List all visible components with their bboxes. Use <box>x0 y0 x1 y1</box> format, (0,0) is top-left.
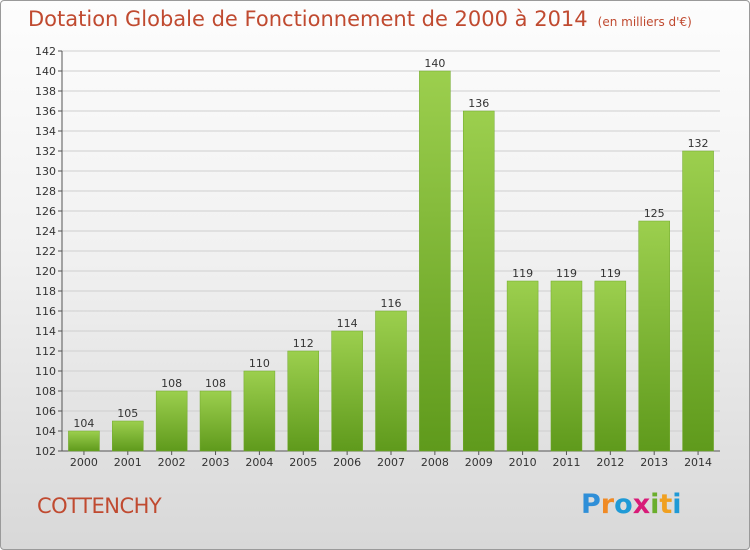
data-label: 108 <box>205 377 226 390</box>
x-tick-label: 2009 <box>465 456 493 469</box>
y-tick-label: 120 <box>35 265 56 278</box>
x-tick-label: 2013 <box>640 456 668 469</box>
bar <box>506 280 539 452</box>
y-tick-label: 132 <box>35 145 56 158</box>
data-label: 119 <box>556 267 577 280</box>
commune-name: COTTENCHY <box>37 494 162 518</box>
x-tick-label: 2003 <box>202 456 230 469</box>
bar <box>243 370 276 452</box>
data-label: 114 <box>337 317 358 330</box>
x-tick-label: 2000 <box>70 456 98 469</box>
data-label: 125 <box>644 207 665 220</box>
y-tick-label: 134 <box>35 125 56 138</box>
bar <box>112 420 144 452</box>
chart-title: Dotation Globale de Fonctionnement de 20… <box>28 7 692 31</box>
y-tick-label: 108 <box>35 385 56 398</box>
bar <box>199 390 232 452</box>
bar <box>594 280 627 452</box>
y-tick-label: 136 <box>35 105 56 118</box>
x-tick-label: 2002 <box>158 456 186 469</box>
data-label: 119 <box>600 267 621 280</box>
chart-title-unit: (en milliers d'€) <box>597 15 692 29</box>
y-tick-label: 102 <box>35 445 56 458</box>
y-tick-label: 130 <box>35 165 56 178</box>
bar <box>287 350 320 452</box>
x-tick-label: 2012 <box>596 456 624 469</box>
y-tick-labels: 102 104 106 108 110 112 114 116 118 120 122 124 126 1… <box>35 45 56 458</box>
proxiti-logo: Proxiti <box>581 489 682 520</box>
bar <box>68 430 100 452</box>
data-label: 112 <box>293 337 314 350</box>
y-tick-label: 116 <box>35 305 56 318</box>
y-tick-label: 112 <box>35 345 56 358</box>
bar <box>375 310 407 452</box>
x-tick-label: 2005 <box>289 456 317 469</box>
y-tick-label: 110 <box>35 365 56 378</box>
data-label: 116 <box>381 297 402 310</box>
x-tick-label: 2007 <box>377 456 405 469</box>
y-tick-label: 118 <box>35 285 56 298</box>
bar <box>419 70 451 452</box>
y-tick-label: 138 <box>35 85 56 98</box>
y-tick-label: 126 <box>35 205 56 218</box>
x-tick-label: 2001 <box>114 456 142 469</box>
bars <box>68 70 714 452</box>
chart-title-main: Dotation Globale de Fonctionnement de 20… <box>28 7 588 31</box>
data-label: 105 <box>117 407 138 420</box>
y-tick-label: 142 <box>35 45 56 58</box>
x-tick-label: 2010 <box>509 456 537 469</box>
y-tick-label: 124 <box>35 225 56 238</box>
data-label: 104 <box>73 417 94 430</box>
data-label: 140 <box>424 57 445 70</box>
y-tick-label: 122 <box>35 245 56 258</box>
data-label: 110 <box>249 357 270 370</box>
bar <box>638 220 670 452</box>
y-tick-label: 106 <box>35 405 56 418</box>
bar <box>550 280 583 452</box>
y-tick-label: 104 <box>35 425 56 438</box>
y-tick-label: 114 <box>35 325 56 338</box>
y-tick-label: 128 <box>35 185 56 198</box>
data-label: 136 <box>468 97 489 110</box>
value-labels: 104 105 108 108 110 112 114 116 140 136 119 119 119 1… <box>73 57 708 430</box>
y-tick-label: 140 <box>35 65 56 78</box>
x-tick-label: 2006 <box>333 456 361 469</box>
x-tick-labels: 2000 2001 2002 2003 2004 2005 2006 2007 2008 2009… <box>70 456 712 469</box>
data-label: 108 <box>161 377 182 390</box>
x-tick-label: 2004 <box>245 456 273 469</box>
x-tick-label: 2014 <box>684 456 712 469</box>
data-label: 119 <box>512 267 533 280</box>
x-tick-label: 2008 <box>421 456 449 469</box>
bar <box>155 390 188 452</box>
bar <box>462 110 495 452</box>
x-tick-label: 2011 <box>552 456 580 469</box>
bar <box>331 330 363 452</box>
bar <box>682 150 714 452</box>
data-label: 132 <box>688 137 709 150</box>
